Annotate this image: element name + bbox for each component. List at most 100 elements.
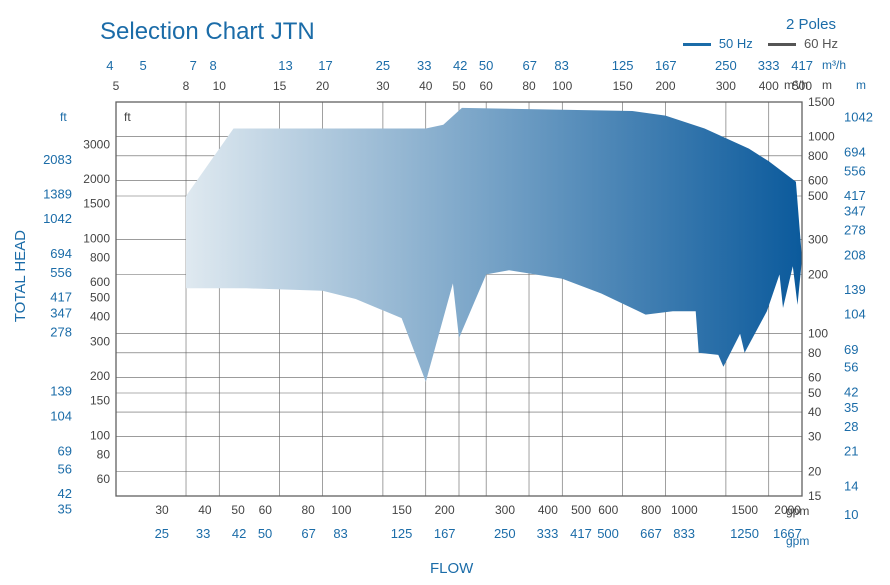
- svg-text:83: 83: [333, 526, 347, 541]
- selection-chart: 45781317253342506783125167250333417 5810…: [0, 0, 890, 585]
- svg-text:104: 104: [50, 408, 72, 423]
- svg-text:10: 10: [844, 507, 858, 522]
- y-ticks-left-inner: 6080100150200300400500600800100015002000…: [83, 137, 110, 486]
- svg-text:150: 150: [90, 394, 110, 408]
- performance-envelope: [186, 108, 802, 382]
- svg-text:50: 50: [258, 526, 272, 541]
- svg-text:2000: 2000: [774, 503, 801, 517]
- svg-text:167: 167: [434, 526, 456, 541]
- x-ticks-top-inner: 581015203040506080100150200300400500: [113, 79, 813, 93]
- svg-text:35: 35: [58, 502, 72, 517]
- svg-text:5: 5: [140, 58, 147, 73]
- svg-text:556: 556: [50, 265, 72, 280]
- y-ticks-left-outer: 3542566910413927834741755669410421389208…: [43, 152, 72, 517]
- svg-text:125: 125: [391, 526, 413, 541]
- svg-text:17: 17: [318, 58, 332, 73]
- svg-text:33: 33: [417, 58, 431, 73]
- svg-text:104: 104: [844, 307, 866, 322]
- svg-text:50: 50: [479, 58, 493, 73]
- svg-text:500: 500: [597, 526, 619, 541]
- svg-text:125: 125: [612, 58, 634, 73]
- svg-text:15: 15: [273, 79, 287, 93]
- svg-text:300: 300: [716, 79, 736, 93]
- x-ticks-bottom-inner: 3040506080100150200300400500600800100015…: [155, 503, 801, 517]
- svg-text:42: 42: [58, 486, 72, 501]
- svg-text:167: 167: [655, 58, 677, 73]
- svg-text:600: 600: [90, 275, 110, 289]
- svg-text:667: 667: [640, 526, 662, 541]
- svg-text:15: 15: [808, 489, 822, 503]
- svg-text:14: 14: [844, 478, 858, 493]
- svg-text:25: 25: [155, 526, 169, 541]
- svg-text:100: 100: [331, 503, 351, 517]
- svg-text:200: 200: [90, 369, 110, 383]
- svg-text:3000: 3000: [83, 137, 110, 151]
- svg-text:139: 139: [50, 384, 72, 399]
- svg-text:50: 50: [231, 503, 245, 517]
- svg-text:30: 30: [376, 79, 390, 93]
- svg-text:500: 500: [571, 503, 591, 517]
- svg-text:600: 600: [808, 173, 828, 187]
- svg-text:60: 60: [259, 503, 273, 517]
- svg-text:42: 42: [453, 58, 467, 73]
- svg-text:1250: 1250: [730, 526, 759, 541]
- svg-text:250: 250: [715, 58, 737, 73]
- svg-text:208: 208: [844, 247, 866, 262]
- svg-text:1500: 1500: [83, 197, 110, 211]
- svg-text:80: 80: [808, 346, 822, 360]
- svg-text:150: 150: [613, 79, 633, 93]
- svg-text:40: 40: [419, 79, 433, 93]
- svg-text:100: 100: [90, 428, 110, 442]
- svg-text:1667: 1667: [773, 526, 802, 541]
- svg-text:100: 100: [552, 79, 572, 93]
- svg-text:1042: 1042: [844, 110, 873, 125]
- svg-text:30: 30: [808, 430, 822, 444]
- svg-text:35: 35: [844, 400, 858, 415]
- svg-text:67: 67: [523, 58, 537, 73]
- svg-text:417: 417: [50, 290, 72, 305]
- svg-text:60: 60: [808, 370, 822, 384]
- svg-text:56: 56: [58, 461, 72, 476]
- svg-text:333: 333: [758, 58, 780, 73]
- svg-text:347: 347: [50, 305, 72, 320]
- svg-text:200: 200: [435, 503, 455, 517]
- svg-text:5: 5: [113, 79, 120, 93]
- svg-text:8: 8: [183, 79, 190, 93]
- svg-text:200: 200: [808, 267, 828, 281]
- svg-text:417: 417: [791, 58, 813, 73]
- svg-text:694: 694: [844, 144, 866, 159]
- svg-text:1000: 1000: [808, 130, 835, 144]
- svg-text:100: 100: [808, 327, 828, 341]
- svg-text:40: 40: [808, 405, 822, 419]
- svg-text:150: 150: [392, 503, 412, 517]
- svg-text:417: 417: [570, 526, 592, 541]
- svg-text:300: 300: [808, 233, 828, 247]
- svg-text:800: 800: [808, 149, 828, 163]
- svg-text:139: 139: [844, 282, 866, 297]
- svg-text:1000: 1000: [83, 231, 110, 245]
- svg-text:33: 33: [196, 526, 210, 541]
- svg-text:800: 800: [641, 503, 661, 517]
- svg-text:694: 694: [50, 246, 72, 261]
- svg-text:1389: 1389: [43, 187, 72, 202]
- svg-text:500: 500: [792, 79, 812, 93]
- svg-text:67: 67: [301, 526, 315, 541]
- svg-text:7: 7: [190, 58, 197, 73]
- y-ticks-right-outer: 1014212835425669104139208278347417556694…: [844, 110, 873, 523]
- svg-text:833: 833: [673, 526, 695, 541]
- svg-text:278: 278: [844, 223, 866, 238]
- svg-text:1042: 1042: [43, 211, 72, 226]
- svg-text:200: 200: [655, 79, 675, 93]
- svg-text:40: 40: [198, 503, 212, 517]
- svg-text:4: 4: [106, 58, 113, 73]
- svg-text:10: 10: [213, 79, 227, 93]
- svg-text:600: 600: [598, 503, 618, 517]
- svg-text:400: 400: [538, 503, 558, 517]
- svg-text:556: 556: [844, 163, 866, 178]
- svg-text:400: 400: [90, 310, 110, 324]
- svg-text:60: 60: [97, 472, 111, 486]
- svg-text:20: 20: [316, 79, 330, 93]
- svg-text:278: 278: [50, 324, 72, 339]
- svg-text:333: 333: [537, 526, 559, 541]
- svg-text:8: 8: [210, 58, 217, 73]
